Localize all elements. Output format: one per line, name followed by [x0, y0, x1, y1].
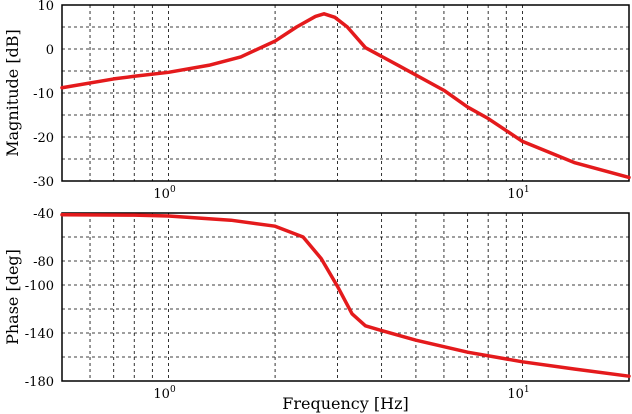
magnitude-frame	[61, 4, 630, 182]
magnitude-y-tick-label: -10	[33, 87, 54, 102]
magnitude-y-tick-label: 10	[37, 0, 54, 14]
phase-y-tick-label: -40	[33, 207, 54, 222]
magnitude-y-tick-label: -30	[33, 175, 54, 190]
magnitude-y-tick-label: -20	[33, 131, 54, 146]
magnitude-y-axis-title: Magnitude [dB]	[3, 29, 22, 157]
x-axis-title: Frequency [Hz]	[282, 394, 409, 413]
phase-x-tick-label: 101	[507, 385, 529, 402]
phase-y-tick-label: -140	[25, 327, 54, 342]
magnitude-curve	[60, 12, 631, 180]
phase-panel: -40 -80 -100 -140 -180 100 101 Phase [deg] Frequ…	[3, 207, 631, 413]
phase-frame	[61, 212, 630, 382]
phase-x-tick-label: 100	[153, 385, 176, 402]
magnitude-x-tick-label: 101	[507, 185, 529, 202]
phase-y-tick-label: -100	[25, 279, 54, 294]
phase-curve	[60, 213, 631, 378]
phase-y-tick-label: -80	[33, 255, 54, 270]
magnitude-x-tick-label: 100	[153, 185, 176, 202]
magnitude-y-tick-label: 0	[46, 43, 54, 58]
phase-y-tick-label: -180	[25, 375, 54, 390]
phase-y-axis-title: Phase [deg]	[3, 249, 22, 345]
